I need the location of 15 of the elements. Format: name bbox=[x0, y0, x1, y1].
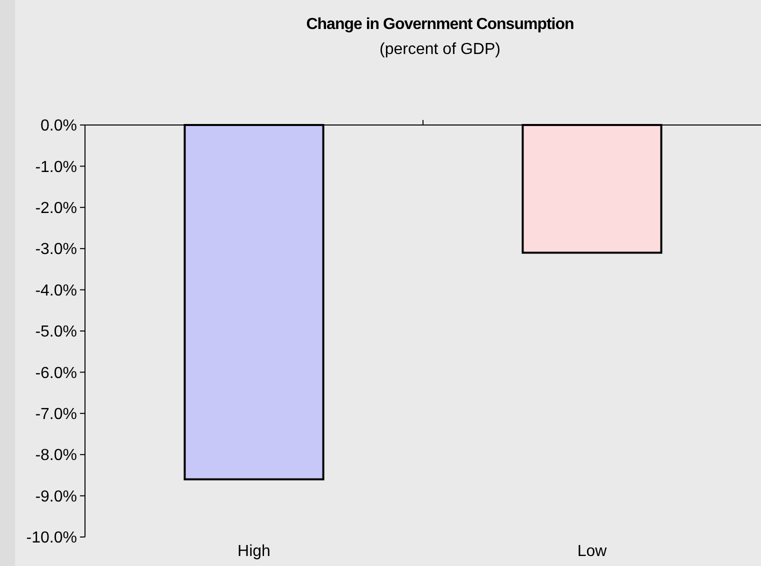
y-tick-label: -6.0% bbox=[35, 364, 77, 382]
chart-subtitle: (percent of GDP) bbox=[380, 41, 500, 58]
y-tick-label: -9.0% bbox=[35, 488, 77, 506]
y-tick-label: -5.0% bbox=[35, 324, 77, 341]
y-tick-label: 0.0% bbox=[40, 118, 77, 135]
y-tick-label: -10.0% bbox=[26, 530, 77, 547]
y-tick-label: -4.0% bbox=[35, 282, 77, 300]
chart-title: Change in Government Consumption bbox=[306, 16, 574, 33]
y-tick-label: -2.0% bbox=[35, 200, 77, 217]
x-tick-label: Low bbox=[577, 543, 608, 560]
y-tick-label: -8.0% bbox=[35, 447, 77, 464]
y-tick-label: -7.0% bbox=[35, 406, 77, 423]
x-tick-label: High bbox=[238, 543, 270, 560]
y-tick-label: -1.0% bbox=[35, 158, 77, 176]
y-tick-label: -3.0% bbox=[35, 241, 77, 258]
